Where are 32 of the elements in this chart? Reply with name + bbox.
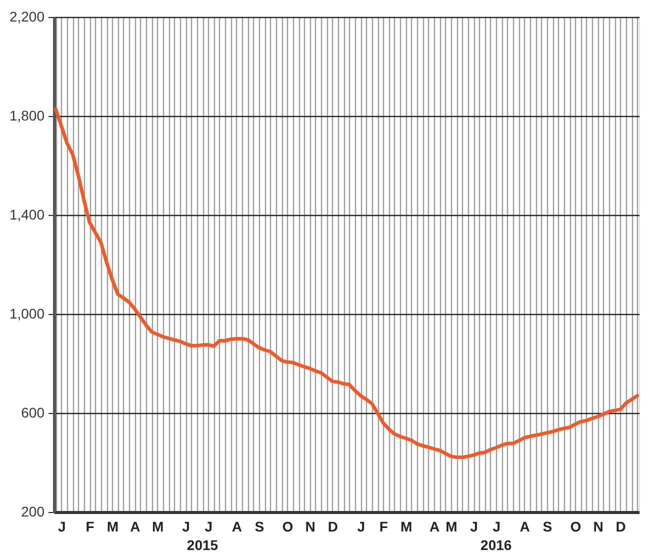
y-tick-label: 1,000 xyxy=(9,306,45,322)
x-tick-label: J xyxy=(492,518,501,534)
x-tick-label: M xyxy=(446,518,458,534)
x-tick-label: D xyxy=(328,518,338,534)
x-tick-label: D xyxy=(616,518,626,534)
y-tick-label: 2,200 xyxy=(9,8,45,24)
text: 2015 xyxy=(186,537,218,553)
x-tick-label: M xyxy=(400,518,412,534)
x-tick-label: J xyxy=(58,518,66,534)
text: 2016 xyxy=(480,537,512,553)
x-tick-label: F xyxy=(86,518,95,534)
x-tick-label: J xyxy=(204,518,213,534)
y-tick-label: 600 xyxy=(21,404,45,420)
y-tick-label: 200 xyxy=(21,504,45,520)
x-tick-label: N xyxy=(305,518,316,534)
x-tick-label: O xyxy=(282,518,294,534)
x-tick-label: A xyxy=(130,518,140,534)
x-tick-label: J xyxy=(357,518,366,534)
x-tick-label: J xyxy=(182,518,190,534)
x-tick-label: J xyxy=(470,518,478,534)
x-tick-label: A xyxy=(429,518,440,534)
x-tick-label: O xyxy=(570,518,582,534)
x-tick-label: F xyxy=(379,518,388,534)
y-tick-label: 1,400 xyxy=(9,206,45,222)
x-tick-label: A xyxy=(520,518,530,534)
x-tick-label: S xyxy=(542,518,552,534)
x-tick-label: A xyxy=(232,518,242,534)
y-tick-label: 1,800 xyxy=(9,108,45,124)
x-tick-label: M xyxy=(152,518,164,534)
x-tick-label: N xyxy=(593,518,604,534)
x-tick-label: S xyxy=(254,518,264,534)
x-tick-label: M xyxy=(106,518,118,534)
